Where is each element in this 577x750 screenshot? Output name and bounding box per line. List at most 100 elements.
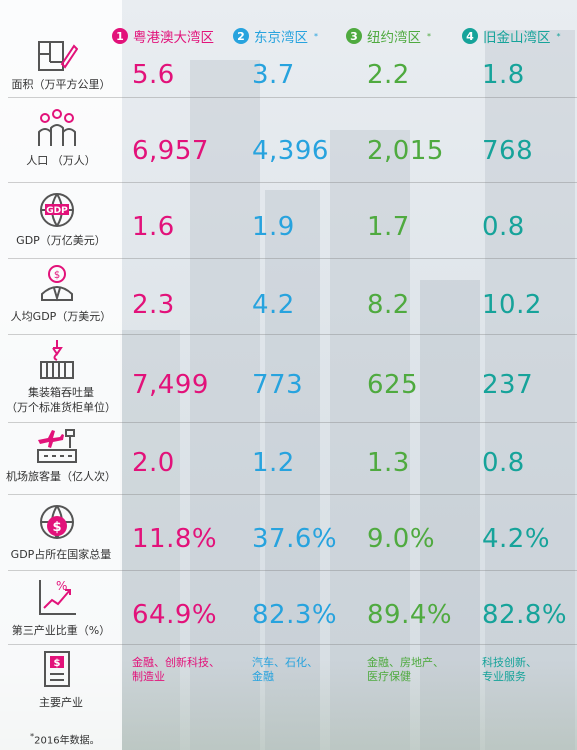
value-region-3: 8.2 [367, 290, 410, 320]
region-1-header: 1 粤港澳大湾区 [112, 26, 214, 46]
value-region-2: 37.6% [252, 524, 338, 554]
region-number-badge: 1 [112, 28, 128, 44]
value-region-3: 1.7 [367, 212, 410, 242]
row-gdp-per-capita: $ 人均GDP（万美元） 2.3 4.2 8.2 10.2 [0, 258, 577, 335]
row-divider [8, 97, 577, 98]
value-region-1: 2.3 [132, 290, 175, 320]
row-label: GDP（万亿美元） [16, 234, 106, 247]
industry-line: 医疗保健 [367, 670, 411, 683]
row-population: 人口 （万人） 6,957 4,396 2,015 768 [0, 98, 577, 183]
value-region-4: 4.2% [482, 524, 551, 554]
region-name: 粤港澳大湾区 [133, 30, 214, 46]
row-label: 主要产业 [39, 696, 83, 709]
value-region-1: 11.8% [132, 524, 218, 554]
value-region-4: 1.8 [482, 60, 525, 90]
dollar-icon-text: $ [54, 658, 61, 669]
dollar-icon-text: $ [54, 270, 60, 281]
row-divider [8, 258, 577, 259]
row-area: 面积（万平方公里） 5.6 3.7 2.2 1.8 [0, 34, 577, 98]
airport-plane-icon [37, 429, 77, 463]
growth-chart-icon: % [39, 579, 76, 615]
industry-line: 金融 [252, 670, 274, 683]
region-name: 旧金山湾区 [483, 30, 551, 46]
row-label: 机场旅客量（亿人次） [6, 470, 116, 483]
value-region-1: 64.9% [132, 600, 218, 630]
industry-line: 金融、创新科技、 [132, 656, 220, 669]
value-region-1: 6,957 [132, 136, 209, 166]
industries-region-2: 汽车、石化、 金融 [252, 656, 318, 684]
region-number-badge: 2 [233, 28, 249, 44]
row-gdp-national-share: $ GDP占所在国家总量 11.8% 37.6% 9.0% 4.2% [0, 494, 577, 571]
value-region-3: 89.4% [367, 600, 453, 630]
value-region-2: 1.2 [252, 448, 295, 478]
value-region-2: 4,396 [252, 136, 329, 166]
gdp-globe-icon: GDP [40, 193, 74, 227]
footnote-mark: * [30, 731, 35, 741]
row-divider [8, 570, 577, 571]
row-label-line-2: （万个标准货柜单位） [6, 401, 116, 414]
value-region-4: 10.2 [482, 290, 542, 320]
row-tertiary-share: % 第三产业比重（%） 64.9% 82.3% 89.4% 82.8% [0, 570, 577, 645]
value-region-4: 768 [482, 136, 534, 166]
region-2-header: 2 东京湾区 * [233, 26, 318, 46]
footnote-mark: * [314, 31, 318, 41]
region-number-badge: 3 [346, 28, 362, 44]
value-region-1: 1.6 [132, 212, 175, 242]
region-header: 1 粤港澳大湾区 2 东京湾区 * 3 纽约湾区 * 4 旧金山湾区 * [0, 26, 577, 50]
value-region-2: 3.7 [252, 60, 295, 90]
footnote-mark: * [427, 31, 431, 41]
value-region-1: 2.0 [132, 448, 175, 478]
container-crane-icon [40, 340, 74, 379]
floorplan-pencil-icon [38, 41, 78, 71]
footnote-mark: * [556, 31, 561, 41]
region-number-badge: 4 [462, 28, 478, 44]
value-region-3: 625 [367, 370, 419, 400]
footnote-text: 2016年数据。 [34, 735, 100, 747]
industries-region-1: 金融、创新科技、 制造业 [132, 656, 220, 684]
value-region-4: 237 [482, 370, 534, 400]
value-region-1: 7,499 [132, 370, 209, 400]
industries-region-3: 金融、房地产、 医疗保健 [367, 656, 444, 684]
value-region-3: 2,015 [367, 136, 444, 166]
region-name: 东京湾区 [254, 30, 308, 46]
value-region-3: 1.3 [367, 448, 410, 478]
row-label: 人均GDP（万美元） [10, 310, 112, 323]
industry-line: 专业服务 [482, 670, 526, 683]
row-label: GDP占所在国家总量 [10, 548, 112, 561]
row-main-industries: $ 主要产业 金融、创新科技、 制造业 汽车、石化、 金融 金融、房地产、 医疗… [0, 644, 577, 714]
value-region-2: 82.3% [252, 600, 338, 630]
document-dollar-icon: $ [44, 651, 70, 687]
gdp-icon-text: GDP [46, 206, 68, 216]
value-region-1: 5.6 [132, 60, 175, 90]
row-divider [8, 422, 577, 423]
industry-line: 汽车、石化、 [252, 656, 318, 669]
value-region-4: 82.8% [482, 600, 568, 630]
value-region-4: 0.8 [482, 448, 525, 478]
value-region-2: 773 [252, 370, 304, 400]
region-name: 纽约湾区 [367, 30, 421, 46]
row-label: 人口 （万人） [26, 154, 96, 167]
person-dollar-icon: $ [41, 265, 73, 302]
footnote: *2016年数据。 [30, 731, 100, 746]
industries-region-4: 科技创新、 专业服务 [482, 656, 537, 684]
row-gdp: GDP GDP（万亿美元） 1.6 1.9 1.7 0.8 [0, 182, 577, 259]
row-label: 面积（万平方公里） [11, 78, 111, 91]
industry-line: 科技创新、 [482, 656, 537, 669]
row-container-throughput: 集装箱吞吐量 （万个标准货柜单位） 7,499 773 625 237 [0, 334, 577, 423]
row-airport-passengers: 机场旅客量（亿人次） 2.0 1.2 1.3 0.8 [0, 422, 577, 495]
row-label: 第三产业比重（%） [11, 624, 111, 637]
value-region-3: 9.0% [367, 524, 436, 554]
value-region-4: 0.8 [482, 212, 525, 242]
row-divider [8, 644, 577, 645]
row-divider [8, 334, 577, 335]
percent-icon-text: % [56, 579, 67, 593]
value-region-3: 2.2 [367, 60, 410, 90]
people-group-icon [38, 109, 76, 146]
region-3-header: 3 纽约湾区 * [346, 26, 431, 46]
value-region-2: 4.2 [252, 290, 295, 320]
industry-line: 金融、房地产、 [367, 656, 444, 669]
row-divider [8, 494, 577, 495]
region-4-header: 4 旧金山湾区 * [462, 26, 561, 46]
industry-line: 制造业 [132, 670, 165, 683]
